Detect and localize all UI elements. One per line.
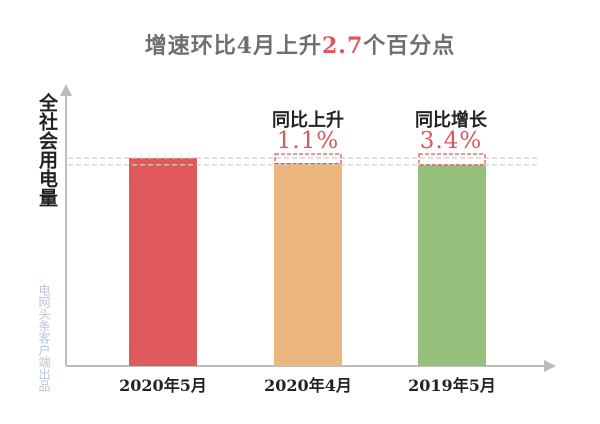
annotation-label-yoy-growth: 同比增长 xyxy=(415,110,487,131)
title-prefix: 增速环比4月上升 xyxy=(144,33,322,59)
x-axis-arrow xyxy=(544,360,556,372)
x-tick-label-2: 2020年4月 xyxy=(264,376,352,395)
annotation-label-yoy-rise: 同比上升 xyxy=(272,110,344,131)
bar-3 xyxy=(418,164,486,366)
watermark: 电网头条客户端出品 xyxy=(37,284,51,392)
y-axis-arrow xyxy=(60,84,72,96)
title-suffix: 个百分点 xyxy=(363,33,456,59)
annotation-value-yoy-growth: 3.4% xyxy=(419,128,483,154)
bar-1 xyxy=(129,158,197,366)
x-tick-label-1: 2020年5月 xyxy=(119,376,207,395)
title-highlight-value: 2.7 xyxy=(322,33,364,59)
bar-2 xyxy=(274,163,342,366)
gap-box-3 xyxy=(418,153,486,166)
annotation-value-yoy-rise: 1.1% xyxy=(276,128,340,154)
chart-title: 增速环比4月上升2.7个百分点 xyxy=(0,28,600,60)
gap-box-2 xyxy=(274,153,342,165)
x-tick-label-3: 2019年5月 xyxy=(408,376,496,395)
y-axis-label: 全社会用电量 xyxy=(36,93,58,207)
